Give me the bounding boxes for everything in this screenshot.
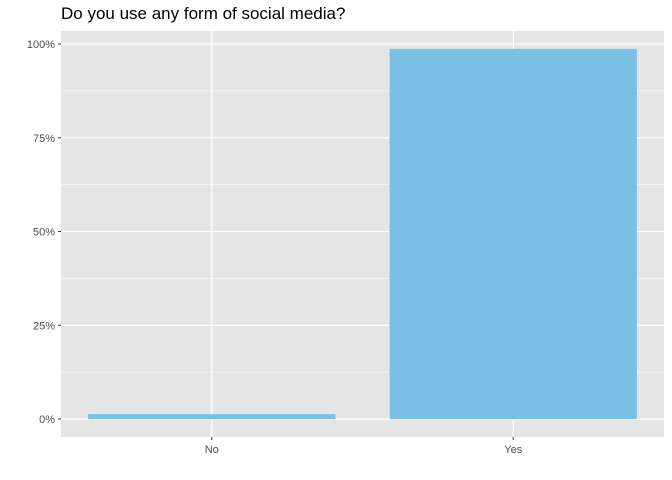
y-axis: 0% 25% 50% 75% 100% bbox=[27, 39, 61, 426]
y-tick-label: 100% bbox=[27, 39, 55, 51]
chart-title: Do you use any form of social media? bbox=[61, 4, 346, 23]
bars bbox=[88, 48, 637, 419]
x-tick-label: No bbox=[205, 444, 219, 456]
x-axis: No Yes bbox=[205, 437, 523, 456]
x-tick-label: Yes bbox=[504, 444, 522, 456]
bar-yes bbox=[389, 48, 637, 419]
y-tick-label: 0% bbox=[39, 414, 55, 426]
y-tick-label: 25% bbox=[33, 320, 55, 332]
y-tick-label: 75% bbox=[33, 133, 55, 145]
bar-no bbox=[88, 414, 336, 419]
y-tick-label: 50% bbox=[33, 227, 55, 239]
